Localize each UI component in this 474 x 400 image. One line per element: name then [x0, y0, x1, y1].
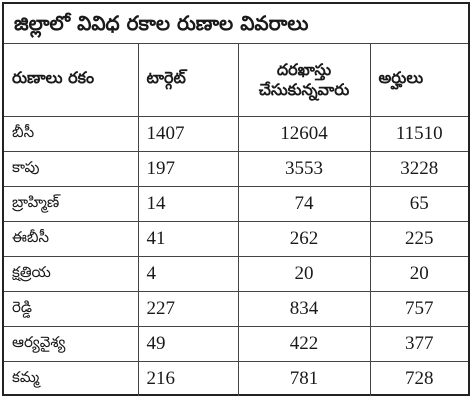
cell-applicants: 422: [237, 325, 371, 362]
cell-target: 1407: [137, 115, 239, 152]
table-row: కాపు 197 3553 3228: [4, 150, 468, 187]
cell-eligible: 377: [369, 325, 468, 362]
cell-eligible: 757: [369, 290, 468, 327]
cell-loan-type: కమ్మ: [4, 360, 139, 396]
cell-applicants: 3553: [237, 150, 371, 187]
table-frame: జిల్లాలో వివిధ రకాల రుణాల వివరాలు రుణాలు…: [2, 2, 470, 396]
cell-target: 4: [137, 255, 239, 292]
header-row: రుణాలు రకం టార్గెట్ దరఖాస్తు చేసుకున్నవా…: [4, 44, 468, 117]
cell-applicants: 74: [237, 185, 371, 222]
header-loan-type: రుణాలు రకం: [4, 44, 139, 117]
cell-loan-type: ఆర్యవైశ్య: [4, 325, 139, 362]
table-row: ఆర్యవైశ్య 49 422 377: [4, 325, 468, 362]
cell-loan-type: రెడ్డి: [4, 290, 139, 327]
cell-eligible: 728: [369, 360, 468, 396]
cell-target: 14: [137, 185, 239, 222]
table-row: రెడ్డి 227 834 757: [4, 290, 468, 327]
table-row: ఈబీసీ 41 262 225: [4, 220, 468, 257]
cell-target: 197: [137, 150, 239, 187]
cell-applicants: 262: [237, 220, 371, 257]
cell-loan-type: బీసీ: [4, 115, 139, 152]
table-title: జిల్లాలో వివిధ రకాల రుణాల వివరాలు: [4, 4, 468, 44]
header-applicants: దరఖాస్తు చేసుకున్నవారు: [237, 44, 371, 117]
cell-loan-type: ఈబీసీ: [4, 220, 139, 257]
cell-loan-type: క్షత్రియ: [4, 255, 139, 292]
cell-eligible: 65: [369, 185, 468, 222]
table-row: బీసీ 1407 12604 11510: [4, 115, 468, 152]
header-target: టార్గెట్: [137, 44, 239, 117]
cell-eligible: 20: [369, 255, 468, 292]
cell-applicants: 20: [237, 255, 371, 292]
cell-loan-type: కాపు: [4, 150, 139, 187]
cell-target: 216: [137, 360, 239, 396]
header-eligible: అర్హులు: [369, 44, 468, 117]
cell-applicants: 781: [237, 360, 371, 396]
cell-target: 49: [137, 325, 239, 362]
cell-target: 41: [137, 220, 239, 257]
table-row: క్షత్రియ 4 20 20: [4, 255, 468, 292]
cell-eligible: 3228: [369, 150, 468, 187]
loan-details-table: రుణాలు రకం టార్గెట్ దరఖాస్తు చేసుకున్నవా…: [4, 44, 468, 396]
cell-eligible: 11510: [369, 115, 468, 152]
table-row: కమ్మ 216 781 728: [4, 360, 468, 396]
cell-target: 227: [137, 290, 239, 327]
table-row: బ్రాహ్మిణ్ 14 74 65: [4, 185, 468, 222]
cell-applicants: 834: [237, 290, 371, 327]
cell-loan-type: బ్రాహ్మిణ్: [4, 185, 139, 222]
cell-eligible: 225: [369, 220, 468, 257]
cell-applicants: 12604: [237, 115, 371, 152]
